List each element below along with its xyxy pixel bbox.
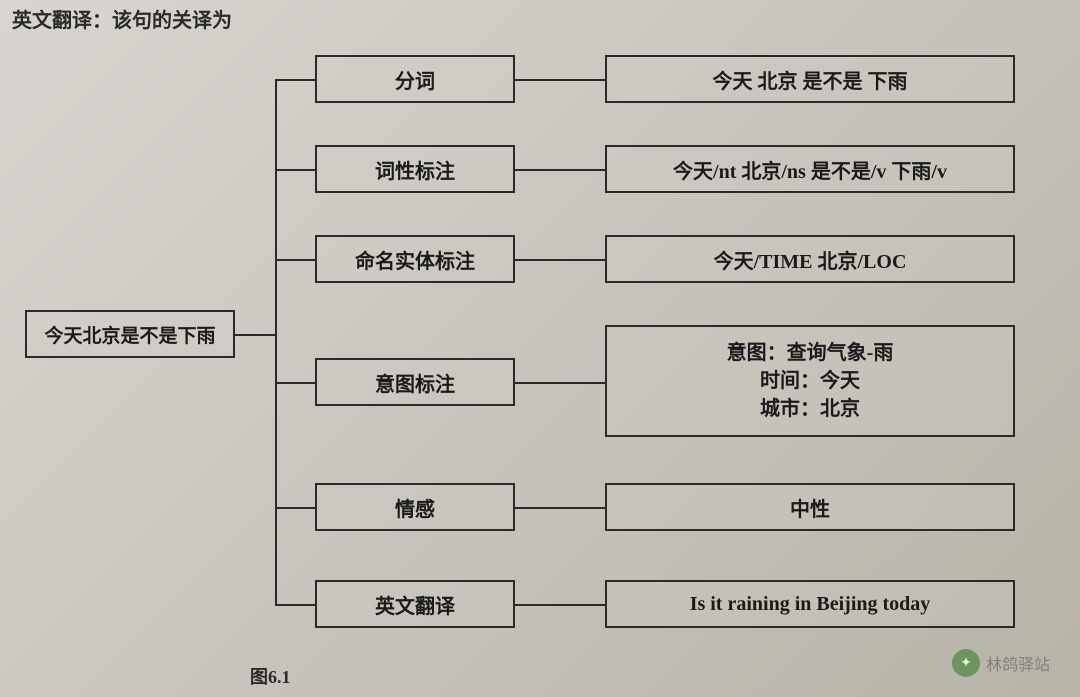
- output-line: 城市：北京: [760, 395, 860, 423]
- root-input-node: 今天北京是不是下雨: [25, 310, 235, 358]
- category-node: 命名实体标注: [315, 235, 515, 283]
- connector-horizontal: [515, 169, 605, 171]
- cropped-bottom-text: 图6.1: [250, 663, 291, 689]
- category-node: 情感: [315, 483, 515, 531]
- connector-horizontal: [275, 604, 315, 606]
- connector-horizontal: [515, 604, 605, 606]
- output-node: 今天 北京 是不是 下雨: [605, 55, 1015, 103]
- connector-horizontal: [275, 507, 315, 509]
- connector-horizontal: [275, 259, 315, 261]
- nlp-pipeline-diagram: 英文翻译：该句的关译为 今天北京是不是下雨 分词 今天 北京 是不是 下雨词性标注…: [0, 0, 1080, 697]
- watermark-text: 林鸽驿站: [986, 651, 1050, 675]
- output-node: 中性: [605, 483, 1015, 531]
- category-node: 词性标注: [315, 145, 515, 193]
- connector-horizontal: [515, 382, 605, 384]
- cropped-top-text: 英文翻译：该句的关译为: [0, 0, 244, 37]
- category-node: 英文翻译: [315, 580, 515, 628]
- output-line: 时间：今天: [760, 367, 860, 395]
- output-node: Is it raining in Beijing today: [605, 580, 1015, 628]
- category-node: 意图标注: [315, 358, 515, 406]
- connector-vertical: [275, 79, 277, 606]
- connector-horizontal: [275, 382, 315, 384]
- watermark: ✦ 林鸽驿站: [952, 649, 1050, 677]
- connector-horizontal: [515, 79, 605, 81]
- category-node: 分词: [315, 55, 515, 103]
- output-node: 意图：查询气象-雨时间：今天城市：北京: [605, 325, 1015, 437]
- output-node: 今天/nt 北京/ns 是不是/v 下雨/v: [605, 145, 1015, 193]
- connector-horizontal: [515, 259, 605, 261]
- connector-horizontal: [235, 334, 275, 336]
- connector-horizontal: [275, 169, 315, 171]
- output-line: 意图：查询气象-雨: [727, 339, 894, 367]
- wechat-icon: ✦: [952, 649, 980, 677]
- connector-horizontal: [515, 507, 605, 509]
- connector-horizontal: [275, 79, 315, 81]
- output-node: 今天/TIME 北京/LOC: [605, 235, 1015, 283]
